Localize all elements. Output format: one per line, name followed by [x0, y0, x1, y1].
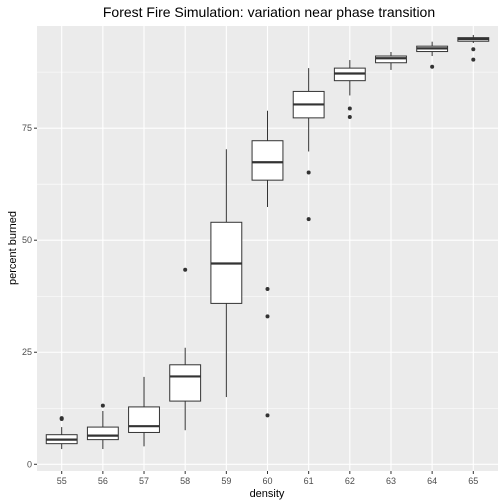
x-tick-label: 55	[57, 476, 67, 486]
outlier-point	[265, 287, 270, 292]
iqr-box	[375, 55, 407, 64]
box-57	[128, 376, 160, 447]
chart-title: Forest Fire Simulation: variation near p…	[103, 4, 435, 20]
x-tick-label: 62	[345, 476, 355, 486]
x-tick-label: 65	[468, 476, 478, 486]
outlier-point	[265, 314, 270, 319]
box-59	[210, 149, 243, 398]
box-62	[333, 60, 366, 119]
outlier-point	[183, 267, 188, 272]
outlier-point	[471, 57, 476, 62]
box-60	[251, 110, 284, 418]
box-63	[375, 51, 407, 70]
y-tick-label: 50	[22, 235, 32, 245]
x-tick-label: 64	[427, 476, 437, 486]
iqr-box	[251, 140, 284, 181]
x-axis-ticks: 55 56 57 58 59 60 61 62 63 64 65	[57, 471, 478, 486]
x-tick-label: 56	[98, 476, 108, 486]
outlier-point	[347, 106, 352, 111]
y-axis-ticks: 0 25 50 75	[22, 123, 37, 469]
x-tick-label: 59	[221, 476, 231, 486]
outlier-point	[306, 217, 311, 222]
outlier-point	[430, 64, 435, 69]
y-tick-label: 25	[22, 347, 32, 357]
iqr-box	[169, 364, 202, 402]
box-55	[45, 416, 78, 450]
box-61	[292, 68, 325, 222]
outlier-point	[306, 170, 311, 175]
outlier-point	[347, 114, 352, 119]
iqr-box	[86, 426, 119, 441]
box-58	[169, 267, 202, 431]
box-56	[86, 403, 119, 450]
outlier-point	[59, 417, 64, 422]
x-tick-label: 61	[304, 476, 314, 486]
x-axis-title: density	[250, 488, 285, 500]
x-tick-label: 60	[262, 476, 272, 486]
y-axis-title: percent burned	[7, 211, 19, 285]
x-tick-label: 63	[386, 476, 396, 486]
outlier-point	[265, 413, 270, 418]
y-tick-label: 75	[22, 123, 32, 133]
outlier-point	[471, 47, 476, 52]
x-tick-label: 57	[139, 476, 149, 486]
box-64	[416, 41, 449, 69]
y-tick-label: 0	[27, 459, 32, 469]
box-65	[457, 34, 490, 62]
x-tick-label: 58	[180, 476, 190, 486]
boxes	[45, 34, 490, 450]
iqr-box	[128, 406, 160, 433]
outlier-point	[100, 403, 105, 408]
